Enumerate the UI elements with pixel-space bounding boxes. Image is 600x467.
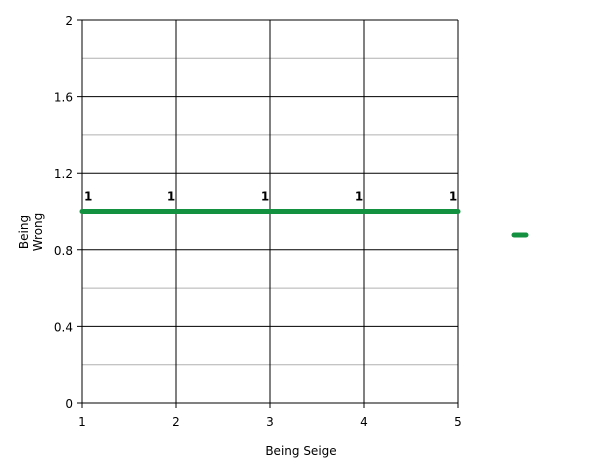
data-label: 1 <box>84 190 92 204</box>
y-tick-label: 1.2 <box>54 167 73 181</box>
x-tick-label: 3 <box>266 415 274 429</box>
x-axis-label: Being Seige <box>265 444 336 458</box>
y-tick-label: 0.4 <box>54 320 73 334</box>
x-tick-label: 4 <box>360 415 368 429</box>
data-label: 1 <box>355 190 363 204</box>
y-tick-label: 2 <box>65 14 73 28</box>
y-axis-label: BeingWrong <box>17 213 45 252</box>
x-tick-label: 2 <box>172 415 180 429</box>
y-tick-label: 1.6 <box>54 91 73 105</box>
y-tick-label: 0 <box>65 397 73 411</box>
x-tick-label: 1 <box>78 415 86 429</box>
data-label: 1 <box>167 190 175 204</box>
y-tick-label: 0.8 <box>54 244 73 258</box>
data-label: 1 <box>449 190 457 204</box>
x-tick-label: 5 <box>454 415 462 429</box>
data-label: 1 <box>261 190 269 204</box>
